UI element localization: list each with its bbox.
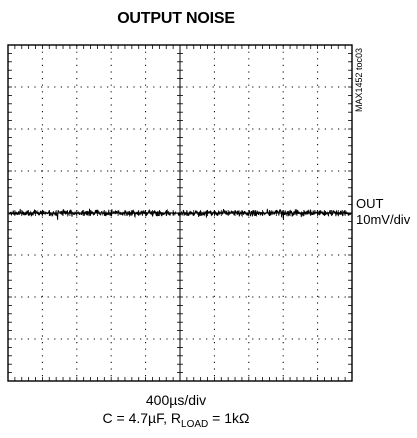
x-axis-label: 400µs/div: [0, 392, 352, 408]
part-id-watermark: MAX1452 toc03: [354, 48, 364, 112]
conditions-suffix: = 1kΩ: [208, 410, 249, 426]
conditions-prefix: C = 4.7µF, R: [103, 410, 181, 426]
channel-label-out: OUT 10mV/div: [356, 196, 410, 228]
channel-name: OUT: [356, 196, 410, 212]
channel-scale: 10mV/div: [356, 212, 410, 228]
test-conditions: C = 4.7µF, RLOAD = 1kΩ: [0, 410, 352, 430]
conditions-subscript: LOAD: [181, 419, 208, 430]
